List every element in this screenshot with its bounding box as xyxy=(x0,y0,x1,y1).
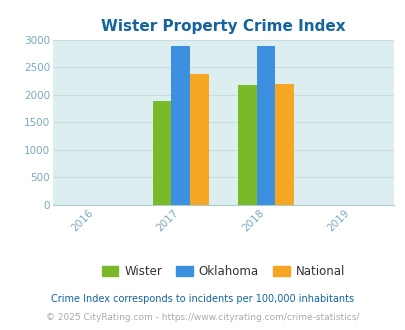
Bar xyxy=(171,47,190,205)
Bar xyxy=(237,85,256,205)
Legend: Wister, Oklahoma, National: Wister, Oklahoma, National xyxy=(97,260,349,282)
Bar xyxy=(256,47,275,205)
Bar xyxy=(152,102,171,205)
Bar xyxy=(190,74,208,205)
Title: Wister Property Crime Index: Wister Property Crime Index xyxy=(101,19,345,34)
Text: Crime Index corresponds to incidents per 100,000 inhabitants: Crime Index corresponds to incidents per… xyxy=(51,294,354,304)
Bar xyxy=(275,83,293,205)
Text: © 2025 CityRating.com - https://www.cityrating.com/crime-statistics/: © 2025 CityRating.com - https://www.city… xyxy=(46,313,359,322)
